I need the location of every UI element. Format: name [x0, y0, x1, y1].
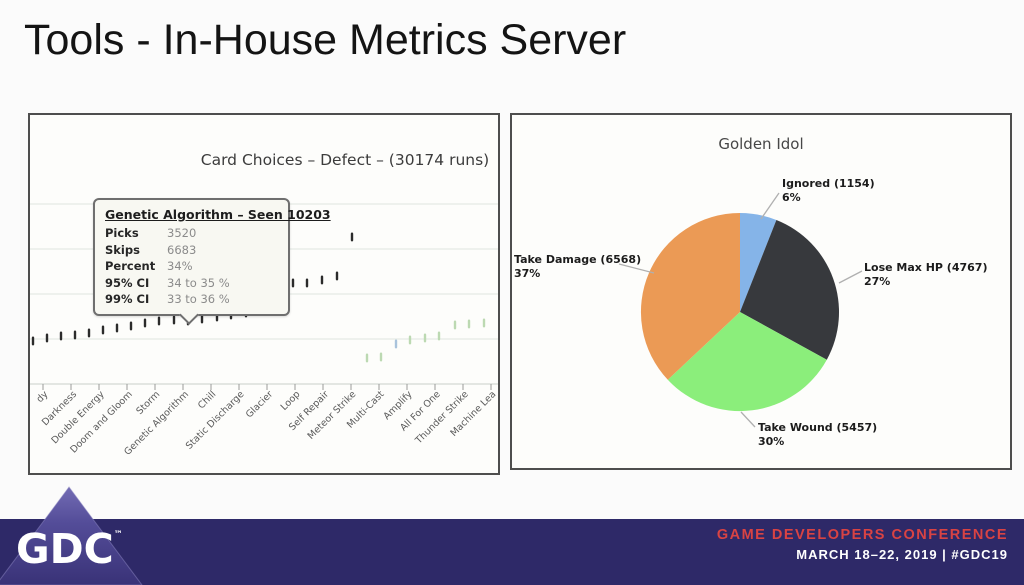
pie-slice-label: Take Damage (6568) 37%: [514, 253, 641, 281]
pie-slice: [740, 220, 840, 360]
pie-chart-title: Golden Idol: [718, 135, 804, 153]
scatter-point: [73, 330, 77, 340]
tooltip-row-label: Percent: [105, 259, 156, 273]
scatter-point: [200, 314, 204, 324]
trademark-mark: ™: [113, 530, 123, 540]
scatter-point: [87, 328, 91, 338]
card-choices-chart-panel: Card Choices – Defect – (30174 runs) dy D…: [28, 113, 500, 475]
tooltip-title: Genetic Algorithm – Seen 10203: [105, 207, 331, 222]
tooltip-row-value: 3520: [167, 226, 197, 240]
gdc-triangle-icon: [0, 486, 143, 585]
tooltip-row-value: 34 to 35 %: [167, 275, 230, 290]
scatter-point: [31, 336, 35, 346]
pie-label-name: Take Wound (5457): [758, 421, 878, 434]
golden-idol-chart-panel: Golden Idol Ignored (1154) 6% Lose Max HP …: [510, 113, 1012, 470]
pie-callout-line: [838, 270, 863, 284]
pie-callout-line: [740, 411, 756, 428]
scatter-point: [115, 323, 119, 333]
pie-slice: [640, 212, 740, 380]
tooltip-row: Picks 3520: [105, 225, 278, 242]
pie-label-percent: 6%: [782, 191, 801, 204]
pie-label-percent: 30%: [758, 435, 785, 448]
scatter-point: [467, 319, 471, 329]
tooltip-row-label: 95% CI: [105, 275, 150, 290]
pie-callout-line: [618, 263, 655, 274]
pie-label-percent: 37%: [514, 267, 541, 280]
tooltip-row: Percent 34%: [105, 258, 278, 275]
scatter-chart-title: Card Choices – Defect – (30174 runs): [200, 151, 490, 169]
pie-slice: [667, 312, 827, 412]
scatter-point: [320, 275, 324, 285]
scatter-point: [157, 316, 161, 326]
pie-slice-label: Take Wound (5457) 30%: [758, 421, 877, 449]
pie-slice-label: Ignored (1154) 6%: [782, 177, 875, 205]
conference-dates: MARCH 18–22, 2019 | #GDC19: [796, 547, 1008, 562]
pie-label-name: Ignored (1154): [782, 177, 875, 190]
scatter-point: [482, 318, 486, 328]
pie-chart: [618, 192, 863, 428]
tooltip-rows: Picks 3520 Skips 6683 Percent 34% 95% CI 34 to …: [95, 225, 288, 308]
tooltip-row-value: 33 to 36 %: [167, 292, 230, 306]
conference-name: GAME DEVELOPERS CONFERENCE: [716, 527, 1008, 543]
tooltip-row-label: Picks: [105, 226, 139, 240]
scatter-point: [45, 333, 49, 343]
tooltip-row-value: 6683: [167, 242, 197, 257]
pie-slice-label: Lose Max HP (4767) 27%: [864, 261, 987, 289]
tooltip-row: Skips 6683: [105, 242, 278, 259]
scatter-point: [101, 325, 105, 335]
scatter-point: [437, 331, 441, 341]
scatter-point: [408, 335, 412, 345]
tooltip-row-label: 99% CI: [105, 292, 150, 306]
scatter-point: [365, 353, 369, 363]
tooltip-row-label: Skips: [105, 242, 140, 257]
scatter-point: [291, 278, 295, 288]
footer-text: GAME DEVELOPERS CONFERENCE MARCH 18–22, …: [717, 527, 1008, 562]
scatter-point: [379, 352, 383, 362]
data-tooltip: Genetic Algorithm – Seen 10203 Picks 3520…: [93, 198, 331, 325]
scatter-point: [129, 321, 133, 331]
scatter-point: [172, 315, 176, 325]
page-title: Tools - In-House Metrics Server: [24, 16, 627, 64]
tooltip-row: 95% CI 34 to 35 %: [105, 275, 278, 292]
pie-callout-line: [760, 192, 780, 220]
tooltip-row-value: 34%: [167, 259, 193, 273]
scatter-point: [394, 339, 398, 349]
scatter-point: [59, 331, 63, 341]
scatter-point: [335, 271, 339, 281]
scatter-point: [453, 320, 457, 330]
pie-label-name: Take Damage (6568): [514, 253, 642, 266]
tooltip-row: 99% CI 33 to 36 %: [105, 291, 278, 308]
scatter-point: [350, 232, 354, 242]
pie-label-name: Lose Max HP (4767): [864, 261, 988, 274]
pie-label-percent: 27%: [864, 275, 891, 288]
gdc-logo: GDC™: [16, 525, 123, 573]
scatter-point: [423, 333, 427, 343]
scatter-point: [143, 318, 147, 328]
scatter-point: [305, 278, 309, 288]
pie-slice: [740, 213, 777, 312]
footer-bar: [0, 519, 1024, 585]
